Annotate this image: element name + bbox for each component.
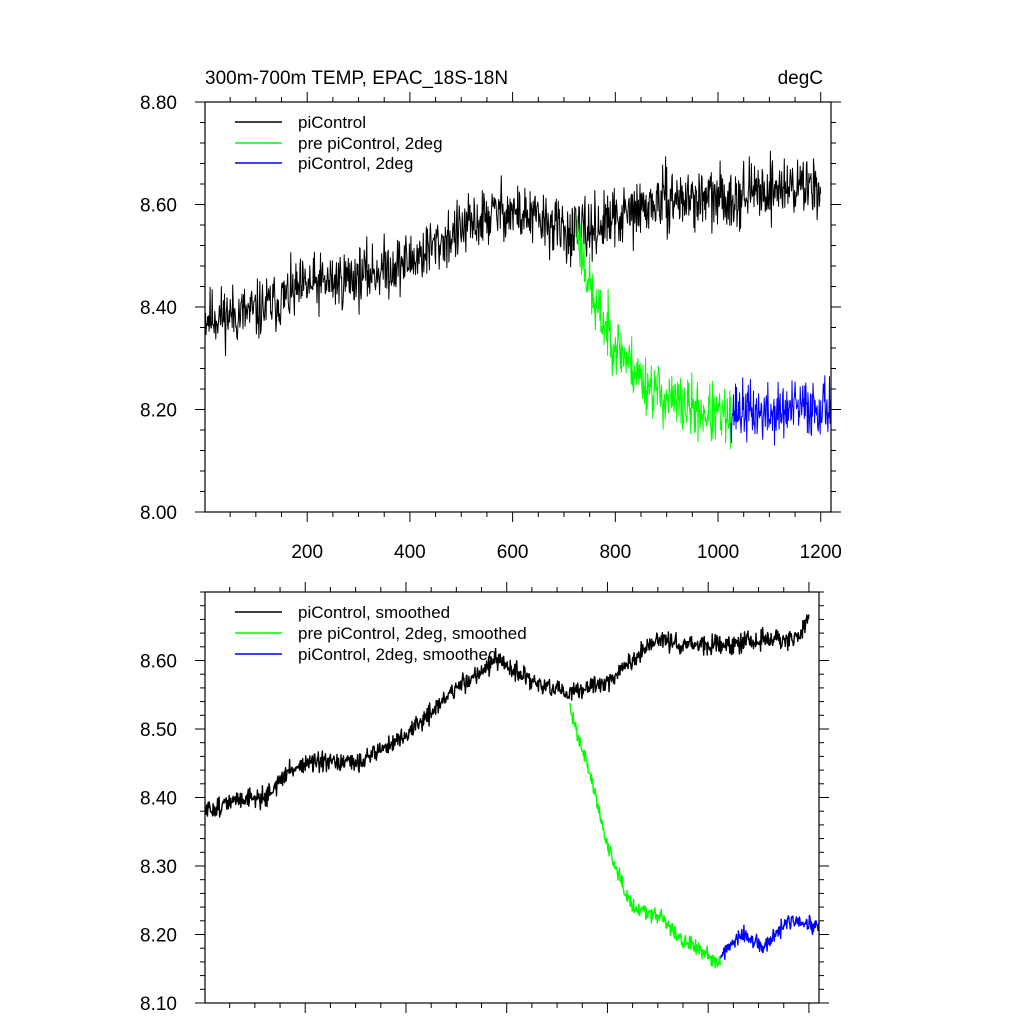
bottom-panel: 8.10 8.20 8.30 8.40 8.50 8.60 piControl, smoo…: [140, 582, 829, 1015]
top-series-line-0: [204, 150, 822, 357]
bottom-axis-ticks: 8.10 8.20 8.30 8.40 8.50 8.60: [140, 582, 829, 1015]
bottom-series-line-2: [720, 914, 820, 961]
top-legend-label-0: piControl: [298, 113, 366, 132]
top-legend-label-2: piControl, 2deg: [298, 154, 413, 173]
top-x-tick-label: 400: [394, 542, 426, 563]
bottom-series-line-0: [204, 614, 810, 818]
top-series-group: [204, 150, 832, 450]
bottom-y-tick-label: 8.10: [140, 994, 177, 1015]
top-y-tick-label: 8.60: [140, 196, 177, 217]
bottom-legend-label-0: piControl, smoothed: [298, 603, 450, 622]
top-series-line-2: [730, 375, 832, 446]
top-plot-frame: [204, 101, 832, 513]
bottom-y-tick-label: 8.50: [140, 720, 177, 741]
bottom-legend: piControl, smoothed pre piControl, 2deg,…: [235, 603, 527, 664]
bottom-legend-label-1: pre piControl, 2deg, smoothed: [298, 624, 527, 643]
bottom-y-tick-label: 8.30: [140, 857, 177, 878]
top-y-tick-label: 8.40: [140, 298, 177, 319]
top-x-tick-label: 1000: [697, 542, 739, 563]
top-x-tick-label: 600: [497, 542, 529, 563]
top-legend: piControl pre piControl, 2deg piControl,…: [235, 113, 443, 173]
bottom-legend-label-2: piControl, 2deg, smoothed: [298, 645, 497, 664]
top-units-label: degC: [778, 68, 823, 89]
bottom-series-group: [204, 614, 820, 969]
bottom-y-tick-label: 8.40: [140, 789, 177, 810]
bottom-y-tick-label: 8.60: [140, 652, 177, 673]
top-x-tick-label: 800: [599, 542, 631, 563]
top-series-line-1: [576, 215, 732, 450]
bottom-plot-frame: [204, 591, 820, 1004]
top-title: 300m-700m TEMP, EPAC_18S-18N: [205, 68, 508, 89]
top-y-tick-label: 8.00: [140, 503, 177, 524]
top-x-tick-label: 200: [291, 542, 323, 563]
bottom-y-tick-label: 8.20: [140, 926, 177, 947]
bottom-series-line-1: [569, 702, 722, 969]
top-legend-label-1: pre piControl, 2deg: [298, 134, 443, 153]
top-x-tick-label: 1200: [800, 542, 842, 563]
top-panel: 300m-700m TEMP, EPAC_18S-18N degC 8.008.…: [140, 68, 842, 563]
top-axis-ticks: 8.00 8.20 8.40 8.60 8.80 200 400 600 800 1000 1200: [140, 92, 842, 563]
top-y-tick-label: 8.20: [140, 401, 177, 422]
top-y-tick-label: 8.80: [140, 93, 177, 114]
